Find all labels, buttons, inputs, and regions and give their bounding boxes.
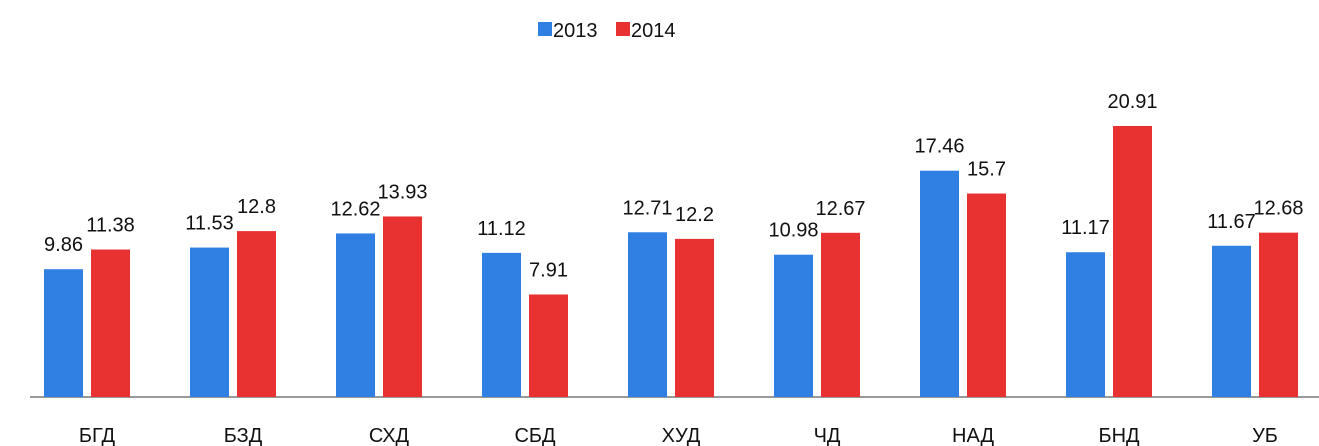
bar: [1212, 245, 1251, 397]
legend-label: 2013: [553, 20, 598, 42]
bar: [967, 193, 1006, 397]
value-label: 11.12: [477, 218, 526, 240]
value-label: 9.86: [44, 234, 83, 256]
x-tick-label: ЧД: [814, 425, 841, 446]
bar: [1259, 232, 1298, 397]
x-tick-label: СХД: [369, 425, 410, 446]
x-tick-label: ХУД: [662, 425, 701, 446]
bar: [821, 232, 860, 397]
value-label: 15.7: [967, 159, 1006, 181]
legend-swatch: [538, 22, 552, 36]
x-tick-label: НАД: [952, 425, 994, 446]
legend-swatch: [616, 22, 630, 36]
bar: [920, 170, 959, 397]
bar: [237, 231, 276, 397]
value-label: 12.68: [1253, 198, 1303, 220]
value-label: 12.8: [237, 196, 276, 218]
bar: [91, 249, 130, 397]
value-label: 11.67: [1207, 211, 1256, 233]
bar: [336, 233, 375, 397]
bar: [529, 294, 568, 397]
value-label: 12.62: [330, 198, 380, 220]
x-tick-label: БЗД: [224, 425, 263, 446]
value-label: 20.91: [1107, 91, 1157, 113]
x-tick-label: БГД: [79, 425, 116, 446]
bar: [675, 238, 714, 397]
bar: [482, 252, 521, 397]
value-label: 12.2: [675, 204, 714, 226]
bar: [1066, 252, 1105, 397]
bar: [44, 269, 83, 397]
legend-label: 2014: [631, 20, 676, 42]
bar: [190, 247, 229, 397]
x-tick-label: СБД: [514, 425, 556, 446]
bar: [383, 216, 422, 397]
value-label: 11.38: [86, 215, 135, 237]
value-label: 7.91: [529, 259, 568, 281]
bar: [774, 254, 813, 397]
x-tick-label: УБ: [1252, 425, 1278, 446]
value-label: 12.71: [622, 197, 672, 219]
value-label: 13.93: [377, 181, 427, 203]
value-label: 10.98: [768, 220, 818, 242]
x-tick-label: БНД: [1098, 425, 1140, 446]
bar: [1113, 126, 1152, 397]
value-label: 11.17: [1061, 217, 1110, 239]
value-label: 12.67: [815, 198, 865, 220]
value-label: 17.46: [914, 136, 964, 158]
bar: [628, 232, 667, 397]
value-label: 11.53: [185, 213, 234, 235]
